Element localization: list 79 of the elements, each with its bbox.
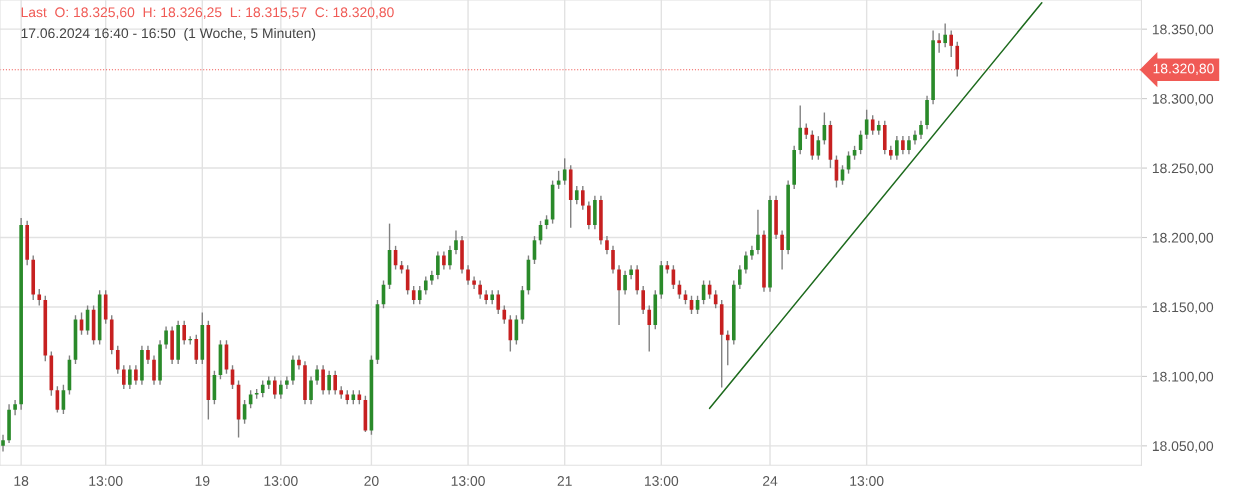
y-tick-label: 18.300,00 [1152, 93, 1214, 106]
candlestick [919, 120, 923, 140]
candlestick [333, 370, 337, 396]
x-tick-label: 13:00 [451, 476, 485, 486]
candlestick [725, 329, 730, 366]
y-tick-label: 18.200,00 [1152, 232, 1214, 245]
candlestick [635, 264, 639, 296]
candlestick [279, 379, 283, 400]
candlestick [756, 209, 760, 255]
candlestick [744, 250, 748, 275]
x-tick-label: 21 [557, 476, 572, 486]
candlestick [164, 325, 168, 350]
candlestick [580, 185, 585, 211]
candlestick [870, 114, 875, 136]
y-tick-label: 18.050,00 [1152, 441, 1214, 453]
candlestick [798, 104, 803, 155]
candlestick [943, 22, 947, 48]
candlestick [454, 229, 458, 255]
candlestick [810, 129, 815, 161]
candlestick [901, 135, 905, 155]
candlestick [738, 264, 742, 290]
y-tick-label: 18.150,00 [1152, 302, 1214, 314]
candlestick [617, 264, 621, 326]
candlestick [321, 364, 325, 396]
candlestick [502, 304, 507, 325]
candlestick [436, 250, 440, 280]
candlestick [146, 345, 150, 365]
x-tick-label: 13:00 [645, 476, 679, 486]
candlestick [122, 364, 126, 390]
candlestick [442, 250, 446, 271]
ref-line-label: 18.320,80 [1153, 63, 1214, 76]
candlestick [152, 354, 156, 386]
candlestick [115, 345, 120, 375]
candlestick [472, 275, 476, 290]
candlestick [562, 157, 567, 186]
candlestick [611, 245, 615, 275]
candlestick [411, 285, 416, 305]
candlestick [272, 375, 277, 400]
candlestick [574, 185, 579, 205]
candlestick [895, 135, 899, 161]
text: 17.06.2024 16:40 - 16:50 (1 Woche, 5 Minuten) [21, 27, 316, 41]
x-tick-label: 24 [763, 476, 778, 486]
chart-title: Last O: 18.325,60 H: 18.326,25 L: 18.315,57 C: 18.320,80 [21, 7, 394, 19]
candlestick [647, 304, 652, 353]
candlestick [448, 245, 452, 271]
candlestick [623, 270, 627, 296]
x-tick-label: 18 [14, 476, 29, 486]
candlestick [587, 200, 591, 230]
candlestick [134, 364, 138, 386]
candlestick [315, 364, 319, 386]
candlestick [285, 375, 289, 390]
candlestick [605, 235, 609, 255]
candlestick [907, 135, 911, 155]
candlestick [780, 229, 784, 271]
candlestick [309, 375, 313, 405]
y-tick-label: 18.100,00 [1152, 371, 1214, 384]
x-tick-label: 19 [195, 476, 210, 486]
x-tick-label: 13:00 [264, 476, 298, 486]
candlestick [937, 32, 941, 54]
candlestick [423, 275, 428, 296]
candlestick [194, 334, 199, 365]
candlestick [840, 164, 845, 186]
candlestick [417, 285, 422, 305]
y-tick-label: 18.350,00 [1152, 24, 1214, 36]
candlestick [641, 285, 646, 315]
candlestick [466, 264, 470, 286]
candlestick [128, 364, 132, 390]
candlestick [955, 40, 960, 78]
x-tick-label: 13:00 [850, 476, 884, 486]
candlestick [327, 370, 331, 396]
x-tick-label: 20 [364, 476, 379, 486]
candlestick [182, 320, 187, 346]
y-tick-label: 18.250,00 [1152, 163, 1214, 175]
candlestick [478, 279, 482, 300]
candlestick [291, 354, 295, 386]
candlestick [496, 289, 501, 315]
candlestick [79, 311, 84, 336]
candlestick [949, 29, 954, 58]
x-tick-label: 13:00 [89, 476, 123, 486]
